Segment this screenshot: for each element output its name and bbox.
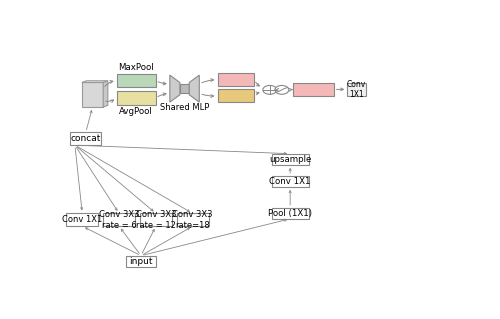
FancyBboxPatch shape [293, 83, 334, 96]
FancyBboxPatch shape [70, 132, 101, 145]
Text: Shared MLP: Shared MLP [160, 103, 209, 112]
Text: upsample: upsample [269, 155, 312, 164]
FancyBboxPatch shape [218, 89, 254, 102]
FancyBboxPatch shape [177, 213, 208, 226]
FancyBboxPatch shape [117, 74, 156, 87]
FancyBboxPatch shape [140, 213, 172, 226]
Text: concat: concat [70, 134, 101, 143]
FancyBboxPatch shape [348, 83, 366, 96]
Text: Conv 3X3
rate = 6: Conv 3X3 rate = 6 [99, 210, 140, 229]
FancyBboxPatch shape [180, 84, 189, 93]
Text: Conv 1X1: Conv 1X1 [270, 177, 311, 186]
FancyBboxPatch shape [66, 213, 98, 226]
FancyBboxPatch shape [126, 256, 156, 267]
FancyBboxPatch shape [82, 83, 103, 107]
FancyBboxPatch shape [272, 176, 308, 187]
Text: Conv 3X3
rate = 12: Conv 3X3 rate = 12 [136, 210, 176, 229]
Polygon shape [103, 81, 108, 107]
Circle shape [263, 85, 277, 94]
Circle shape [275, 85, 289, 94]
FancyBboxPatch shape [272, 208, 308, 219]
Text: AvgPool: AvgPool [120, 107, 153, 115]
Text: Conv 3X3
rate=18: Conv 3X3 rate=18 [172, 210, 213, 229]
Polygon shape [170, 75, 180, 102]
Polygon shape [189, 75, 200, 102]
Text: Conv 1X1: Conv 1X1 [62, 215, 102, 224]
Text: Pool (1X1): Pool (1X1) [268, 209, 312, 218]
Text: Conv
1X1: Conv 1X1 [347, 80, 366, 99]
Polygon shape [82, 81, 108, 83]
FancyBboxPatch shape [117, 91, 156, 105]
FancyBboxPatch shape [103, 213, 135, 226]
FancyBboxPatch shape [218, 73, 254, 86]
Text: MaxPool: MaxPool [118, 63, 154, 72]
Text: input: input [129, 257, 152, 266]
FancyBboxPatch shape [272, 154, 308, 165]
